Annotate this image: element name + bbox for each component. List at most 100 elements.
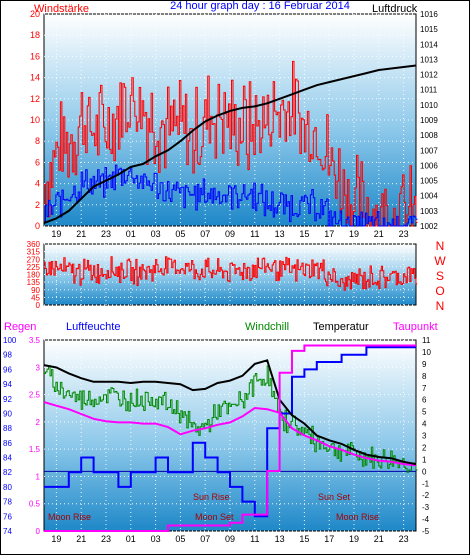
- time-tick-label: 19: [349, 534, 359, 544]
- wind-axis-tick: 10: [30, 115, 40, 125]
- label-windchill: Windchill: [245, 321, 289, 333]
- annotation-sun-rise: Sun Rise: [193, 492, 230, 502]
- pressure-axis-tick: 1015: [420, 25, 438, 34]
- pressure-axis-tick: 1006: [420, 161, 438, 170]
- temperature-axis-tick: 10: [422, 348, 431, 357]
- wind-gust-line: [44, 60, 418, 227]
- humidity-axis-tick: 74: [3, 527, 12, 536]
- wind-average-line: [44, 164, 418, 227]
- annotation-sun-set: Sun Set: [318, 492, 351, 502]
- header-left-title: Windstärke: [34, 3, 89, 15]
- humidity-axis-tick: 84: [3, 454, 12, 463]
- compass-label: N: [436, 299, 445, 313]
- humidity-axis-tick: 100: [3, 336, 17, 345]
- wind-axis-tick: 12: [30, 94, 40, 104]
- pressure-axis-tick: 1012: [420, 71, 438, 80]
- humidity-axis-tick: 92: [3, 395, 12, 404]
- temperature-axis-tick: 3: [422, 432, 427, 441]
- time-tick-label: 15: [299, 534, 309, 544]
- time-tick-label: 01: [126, 534, 136, 544]
- dewpoint-line: [43, 401, 417, 467]
- time-tick-label: 21: [76, 534, 86, 544]
- pressure-axis-tick: 1002: [420, 222, 438, 231]
- humidity-axis-tick: 82: [3, 468, 12, 477]
- pressure-axis-tick: 1013: [420, 55, 438, 64]
- time-tick-label: 11: [250, 229, 259, 239]
- time-tick-label: 15: [299, 229, 309, 239]
- time-tick-label: 17: [324, 229, 334, 239]
- annotation-moon-rise-1: Moon Rise: [48, 512, 91, 522]
- wind-axis-tick: 6: [35, 157, 40, 167]
- humidity-axis-tick: 86: [3, 439, 12, 448]
- humidity-axis-tick: 90: [3, 409, 12, 418]
- temperature-axis-tick: -3: [422, 503, 430, 512]
- label-humidity: Luftfeuchte: [66, 321, 120, 333]
- rain-axis-tick: 2.5: [29, 391, 41, 400]
- time-tick-label: 23: [399, 229, 409, 239]
- time-tick-label: 23: [101, 534, 111, 544]
- temperature-axis-tick: -1: [422, 479, 430, 488]
- direction-axis-tick: 315: [27, 248, 41, 257]
- time-tick-label: 19: [51, 534, 61, 544]
- rain-axis-tick: 1.5: [29, 445, 41, 454]
- wind-axis-tick: 4: [35, 179, 40, 189]
- temperature-axis-tick: -2: [422, 491, 430, 500]
- rain-axis-tick: 1: [36, 472, 41, 481]
- annotation-moon-set: Moon Set: [195, 512, 234, 522]
- temperature-axis-tick: 4: [422, 420, 427, 429]
- header-center-title: 24 hour graph day : 16 Februar 2014: [170, 0, 350, 12]
- time-tick-label: 01: [126, 229, 136, 239]
- wind-axis-tick: 18: [30, 30, 40, 40]
- pressure-axis-tick: 1004: [420, 192, 438, 201]
- humidity-axis-tick: 88: [3, 424, 12, 433]
- time-tick-label: 03: [151, 229, 161, 239]
- humidity-line: [44, 346, 416, 518]
- temperature-axis-tick: 5: [422, 408, 427, 417]
- time-tick-label: 03: [151, 534, 161, 544]
- time-tick-label: 07: [200, 534, 210, 544]
- pressure-axis-tick: 1016: [420, 10, 438, 19]
- time-tick-label: 23: [101, 229, 111, 239]
- direction-axis-tick: 270: [27, 255, 41, 264]
- time-tick-label: 21: [374, 534, 384, 544]
- pressure-axis-tick: 1009: [420, 116, 438, 125]
- direction-axis-tick: 45: [31, 293, 40, 302]
- pressure-axis-tick: 1010: [420, 101, 438, 110]
- temperature-axis-tick: -5: [422, 527, 430, 536]
- temperature-axis-tick: 2: [422, 443, 427, 452]
- direction-axis-tick: 90: [31, 286, 40, 295]
- direction-axis-tick: 135: [27, 278, 41, 287]
- rain-axis-tick: 0.5: [29, 500, 41, 509]
- direction-axis-tick: 225: [27, 263, 41, 272]
- temperature-axis-tick: 1: [422, 455, 427, 464]
- humidity-axis-tick: 78: [3, 498, 12, 507]
- humidity-axis-tick: 80: [3, 483, 12, 492]
- direction-axis-tick: 360: [27, 240, 41, 249]
- pressure-axis-tick: 1011: [420, 86, 438, 95]
- wind-axis-tick: 16: [30, 51, 40, 61]
- pressure-axis-tick: 1003: [420, 207, 438, 216]
- wind-axis-tick: 8: [35, 136, 40, 146]
- temperature-axis-tick: 0: [422, 467, 427, 476]
- time-tick-label: 05: [175, 534, 185, 544]
- label-rain: Regen: [4, 321, 36, 333]
- wind-axis-tick: 20: [30, 9, 40, 19]
- time-tick-label: 21: [76, 229, 86, 239]
- time-tick-label: 07: [200, 229, 210, 239]
- compass-label: S: [436, 269, 444, 283]
- compass-label: N: [436, 239, 445, 253]
- temperature-axis-tick: 7: [422, 384, 427, 393]
- time-tick-label: 09: [225, 534, 235, 544]
- time-tick-label: 13: [275, 229, 285, 239]
- wind-axis-tick: 2: [35, 200, 40, 210]
- temperature-axis-tick: -4: [422, 515, 430, 524]
- temperature-axis-tick: 11: [422, 336, 431, 345]
- compass-label: O: [435, 284, 444, 298]
- direction-axis-tick: 0: [36, 301, 41, 310]
- temperature-axis-tick: 6: [422, 396, 427, 405]
- temperature-axis-tick: 8: [422, 372, 427, 381]
- time-tick-label: 17: [324, 534, 334, 544]
- pressure-axis-tick: 1007: [420, 146, 438, 155]
- pressure-axis-tick: 1008: [420, 131, 438, 140]
